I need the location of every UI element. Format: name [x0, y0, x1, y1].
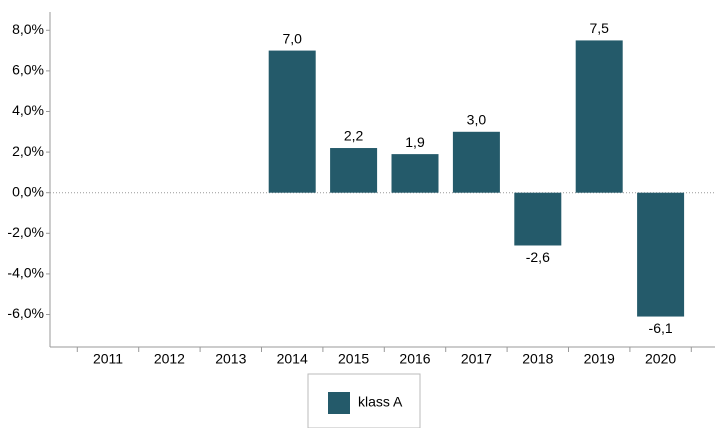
y-tick-label: 8,0% [12, 21, 44, 37]
x-tick-label: 2019 [584, 351, 615, 367]
y-tick-label: 4,0% [12, 102, 44, 118]
data-label: 7,5 [589, 20, 609, 36]
x-tick-label: 2015 [338, 351, 369, 367]
bar [391, 154, 439, 193]
y-tick-label: 2,0% [12, 143, 44, 159]
y-tick-label: -2,0% [7, 224, 44, 240]
legend-label: klass A [358, 394, 403, 410]
data-label: -2,6 [526, 249, 550, 265]
data-label: 7,0 [282, 30, 302, 46]
x-tick-label: 2012 [154, 351, 185, 367]
data-label: -6,1 [649, 320, 673, 336]
bar [452, 131, 500, 193]
bar [514, 192, 562, 246]
y-tick-label: 6,0% [12, 62, 44, 78]
legend-swatch [328, 392, 350, 414]
x-tick-label: 2014 [277, 351, 308, 367]
y-tick-label: -4,0% [7, 265, 44, 281]
legend-box [307, 373, 421, 428]
bar [330, 148, 378, 193]
x-tick-label: 2011 [93, 351, 123, 367]
bar [268, 50, 316, 193]
x-tick-label: 2020 [645, 351, 676, 367]
x-tick-label: 2016 [399, 351, 430, 367]
y-tick-label: 0,0% [12, 183, 44, 199]
bar [637, 192, 685, 317]
data-label: 3,0 [467, 111, 487, 127]
x-tick-label: 2018 [522, 351, 553, 367]
x-tick-label: 2013 [215, 351, 246, 367]
bar [575, 40, 623, 193]
y-tick-label: -6,0% [7, 305, 44, 321]
x-tick-label: 2017 [461, 351, 492, 367]
data-label: 1,9 [405, 134, 425, 150]
data-label: 2,2 [344, 128, 364, 144]
